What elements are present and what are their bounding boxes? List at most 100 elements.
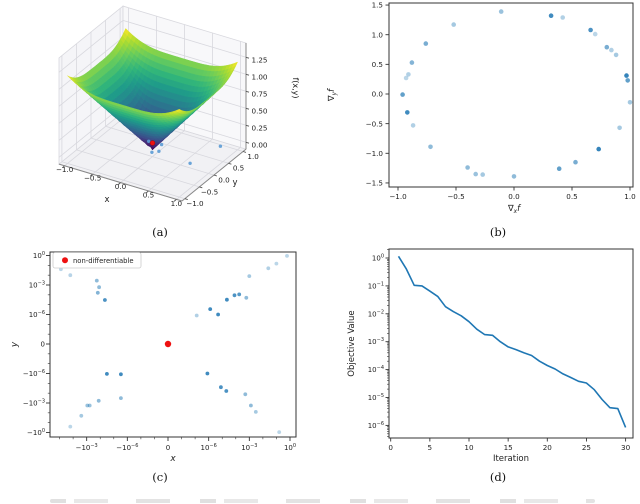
data-point <box>511 174 517 179</box>
y-axis-label: ∇yf <box>327 87 338 102</box>
data-point <box>243 392 248 397</box>
data-point <box>277 430 282 434</box>
tick-mark <box>173 199 177 202</box>
data-point <box>406 72 411 77</box>
tick-label: −100 <box>27 428 45 437</box>
data-point <box>68 273 73 278</box>
y-axis-label: y <box>232 178 237 188</box>
x-axis-label: Iteration <box>493 454 529 464</box>
data-point <box>150 150 154 154</box>
tick-label: −0.5 <box>447 192 464 201</box>
tick-mark <box>245 141 250 144</box>
tick-label: −1.5 <box>366 179 383 188</box>
tick-label: 0 <box>388 443 393 452</box>
tick-label: 0.75 <box>252 89 268 98</box>
tick-label: −0.5 <box>366 119 383 128</box>
tick-label: 0.5 <box>566 192 577 201</box>
tick-mark <box>213 174 218 177</box>
data-point <box>465 165 470 170</box>
tick-mark <box>199 186 203 189</box>
data-point <box>473 171 478 177</box>
tick-label: 10−3 <box>368 337 384 346</box>
tick-label: 0.5 <box>372 60 383 69</box>
tick-label: 10−1 <box>368 281 384 290</box>
legend-marker <box>62 257 68 264</box>
data-point <box>410 123 416 128</box>
tick-label: 100 <box>372 254 384 263</box>
tick-label: −10−6 <box>23 369 45 378</box>
panel-d-convergence-plot: 0 5 10 15 20 25 30 100 10−1 10−2 10−3 10−4 10−5 10−6 I… <box>347 248 634 464</box>
tick-mark <box>245 124 250 127</box>
non-differentiable-point <box>149 140 156 146</box>
tick-label: 0 <box>41 341 45 349</box>
surface-mesh <box>175 109 182 113</box>
data-point <box>219 385 223 390</box>
y-axis-label: Objective Value <box>347 310 357 376</box>
data-point <box>609 47 614 53</box>
data-point <box>68 424 73 429</box>
data-point <box>249 403 253 408</box>
y-axis-line <box>181 148 247 202</box>
grid-line <box>58 37 124 90</box>
data-point <box>253 410 258 414</box>
x-axis-label: x <box>169 454 176 464</box>
data-point <box>573 159 578 165</box>
x-axis-line <box>58 163 183 202</box>
tick-label: 0.50 <box>252 106 268 115</box>
tick-label: 1.0 <box>247 152 259 161</box>
data-point <box>194 313 199 318</box>
tick-label: 10−3 <box>29 280 45 289</box>
tick-label: 20 <box>543 443 553 452</box>
data-point <box>94 278 99 283</box>
x-axis-label: x <box>104 195 109 205</box>
data-point <box>596 146 601 152</box>
tick-label: 10−4 <box>368 365 384 374</box>
data-point <box>85 403 90 408</box>
non-differentiable-point <box>164 340 172 348</box>
data-point <box>237 292 242 297</box>
plot-frame <box>49 251 297 438</box>
caption-d: (d) <box>489 470 507 484</box>
tick-label: 10−6 <box>201 443 217 452</box>
tick-mark <box>245 73 250 76</box>
z-axis-label: f(x,y) <box>291 77 300 98</box>
data-point <box>188 161 192 165</box>
data-point <box>147 139 151 143</box>
data-point <box>247 274 252 278</box>
tick-mark <box>184 198 188 201</box>
tick-label: 30 <box>621 443 631 452</box>
data-point <box>87 403 92 408</box>
grid-line <box>76 149 200 188</box>
data-point <box>617 125 622 131</box>
tick-label: 0.5 <box>233 164 244 173</box>
tick-mark <box>245 56 250 59</box>
grid-line <box>61 161 186 200</box>
data-point <box>208 307 213 311</box>
x-axis-label: ∇xf <box>507 204 522 215</box>
tick-label: 0.0 <box>115 182 127 191</box>
cropped-caption-text <box>50 499 595 503</box>
data-point <box>266 266 271 271</box>
tick-label: 0.0 <box>508 192 520 201</box>
caption-c: (c) <box>152 470 168 484</box>
data-point <box>96 398 101 403</box>
tick-mark <box>228 162 232 165</box>
data-point <box>400 92 405 97</box>
tick-label: 1.0 <box>171 199 183 208</box>
data-point <box>588 27 593 33</box>
data-point <box>428 144 433 150</box>
data-point <box>480 172 485 177</box>
tick-label: −1.0 <box>389 192 407 201</box>
tick-mark <box>145 190 149 194</box>
tick-label: −1.0 <box>186 199 204 208</box>
data-point <box>105 372 109 376</box>
tick-label: 5 <box>428 443 433 452</box>
tick-label: 0 <box>166 444 170 452</box>
tick-label: −10−3 <box>23 399 45 408</box>
tick-label: 1.0 <box>624 192 636 201</box>
legend-label: non-differentiable <box>73 257 134 265</box>
data-point <box>97 285 101 290</box>
data-point <box>119 396 123 400</box>
data-point <box>157 149 161 153</box>
data-point <box>244 295 249 300</box>
